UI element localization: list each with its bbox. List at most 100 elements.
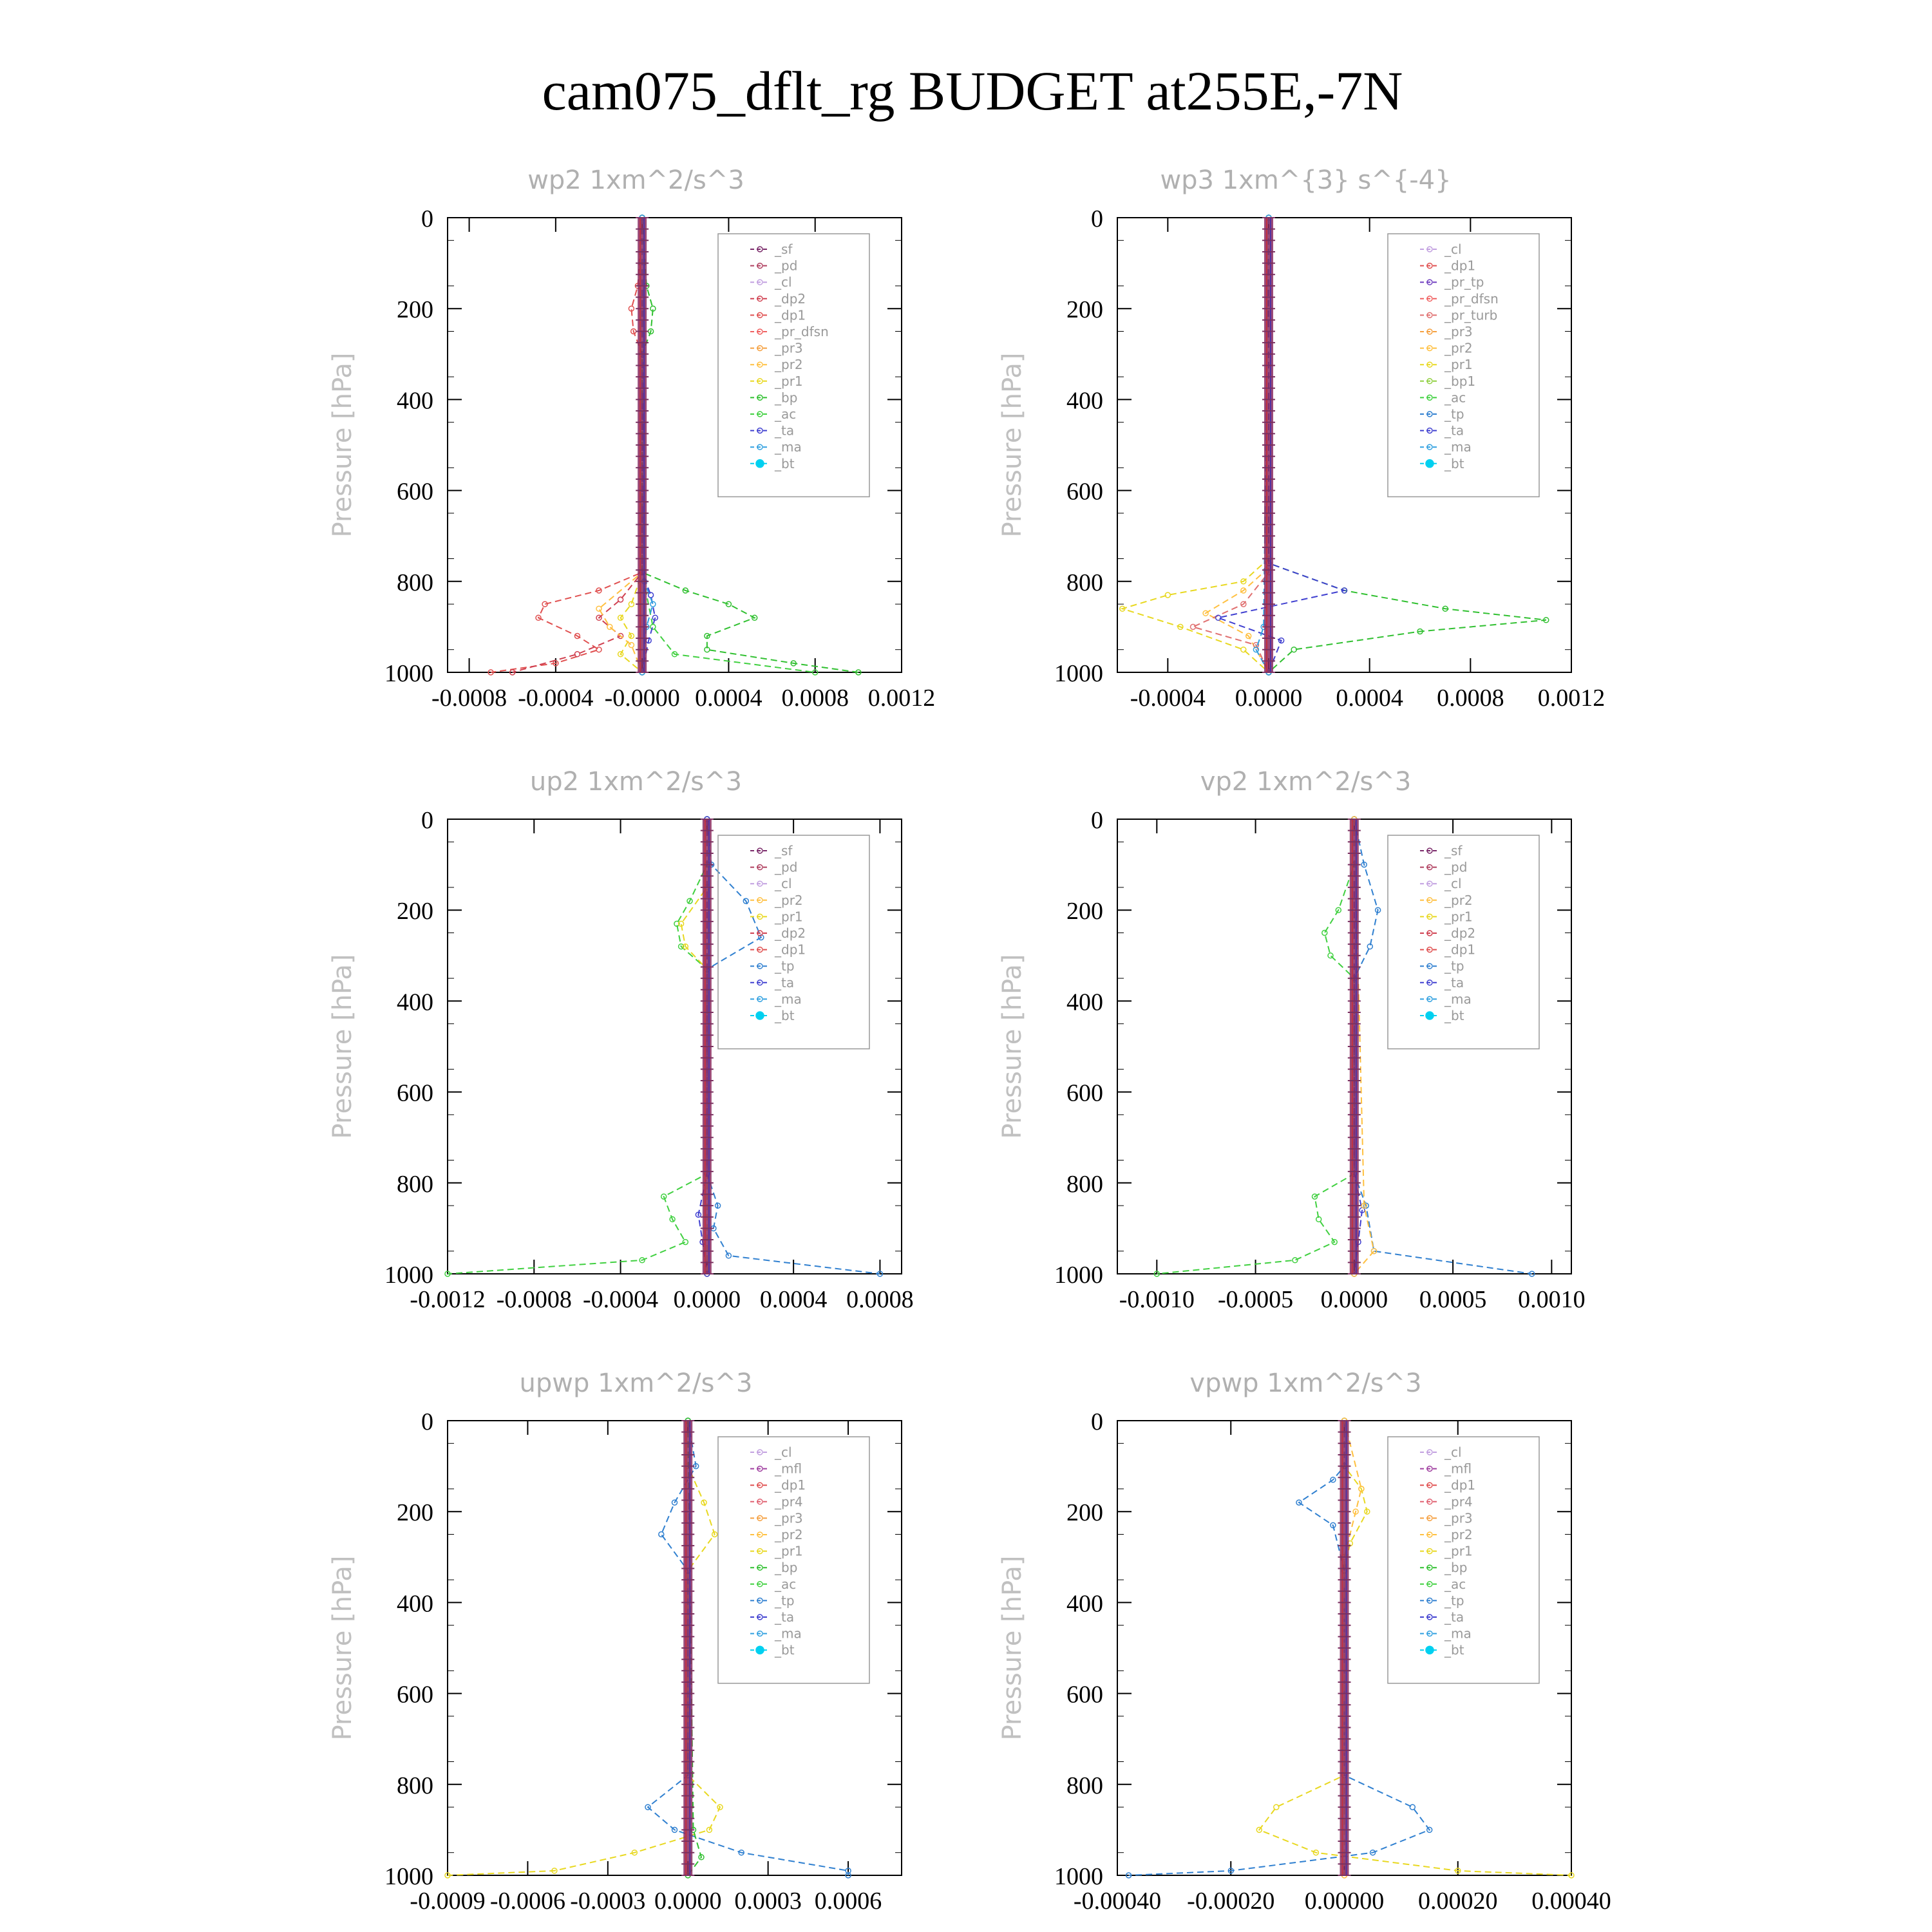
series-line-tp	[706, 819, 880, 1274]
x-tick-label: -0.0004	[583, 1286, 658, 1313]
legend-entry: _cl	[774, 876, 792, 891]
x-tick-label: 0.0004	[760, 1286, 828, 1313]
legend-entry: _pr2	[1444, 341, 1473, 356]
y-tick-label: 400	[397, 1590, 433, 1617]
chart-panel-5: upwp 1xm^2/s^3 Pressure [hPa] 0 200 400 600 80…	[328, 1368, 902, 1915]
series-point	[645, 1804, 651, 1810]
x-tick-label: -0.0009	[410, 1888, 485, 1915]
series-point	[751, 614, 758, 621]
series-point	[671, 1499, 678, 1506]
series-point	[1321, 929, 1328, 936]
legend-box	[1387, 835, 1540, 1050]
series-line-dp1	[447, 819, 708, 1274]
series-point	[628, 305, 635, 312]
series-point	[1240, 578, 1247, 585]
series-point	[639, 1257, 645, 1264]
legend-marker	[757, 897, 763, 904]
series-point	[551, 1868, 558, 1874]
series-line-tp	[1216, 218, 1347, 673]
series-line-pr1	[1120, 218, 1269, 673]
series-point	[1273, 1804, 1280, 1810]
y-tick-label: 200	[1066, 898, 1103, 925]
legend-marker	[757, 996, 763, 1003]
series-point	[596, 605, 602, 612]
legend-entry: _ma	[1444, 991, 1472, 1007]
series-point	[574, 632, 581, 639]
legend-marker	[1426, 864, 1433, 871]
legend-marker	[757, 345, 763, 352]
x-tick-label: 0.00000	[1305, 1888, 1385, 1915]
series-point	[1312, 1849, 1320, 1856]
y-axis-label: Pressure [hPa]	[328, 1556, 357, 1741]
series-point	[1153, 1271, 1160, 1277]
legend-entry: _pr1	[774, 909, 803, 924]
x-tick-label: -0.0008	[431, 685, 507, 712]
legend-entry: _pd	[1444, 860, 1467, 875]
series-line-tp	[647, 1420, 849, 1875]
legend-marker	[757, 1597, 763, 1604]
y-tick-label: 600	[397, 1080, 433, 1107]
legend-entry: _pr1	[774, 374, 803, 389]
legend-marker	[1426, 946, 1433, 953]
legend-marker	[1426, 848, 1433, 854]
series-point	[596, 614, 602, 621]
series-line-pr_turb	[1191, 218, 1269, 673]
y-tick-label: 0	[1091, 205, 1103, 232]
series-point	[1296, 1499, 1302, 1506]
y-tick-label: 200	[397, 1499, 433, 1526]
legend-marker	[757, 1548, 763, 1555]
legend-marker	[757, 963, 763, 969]
series-point	[677, 920, 685, 927]
legend-entry: _ta	[1444, 423, 1464, 439]
y-tick-label: 400	[1066, 1590, 1103, 1617]
chart-panel-2: wp3 1xm^{3} s^{-4} Pressure [hPa] 0 200 400 6…	[998, 166, 1605, 712]
x-tick-label: 0.0000	[1321, 1286, 1388, 1313]
series-point	[1189, 623, 1197, 630]
legend-marker	[1426, 296, 1433, 302]
legend-marker	[757, 1482, 763, 1488]
legend-entry: _tp	[1444, 406, 1464, 422]
x-tick-label: -0.0005	[1218, 1286, 1293, 1313]
legend-marker	[757, 411, 763, 417]
legend-entry: _bt	[774, 1642, 795, 1658]
x-tick-label: 0.0000	[654, 1888, 722, 1915]
legend-entry: _pr3	[774, 1510, 803, 1526]
series-point	[725, 1253, 732, 1259]
y-tick-label: 400	[397, 989, 433, 1016]
chart-panels: wp2 1xm^2/s^3 Pressure [hPa] 0 200 400 600 800…	[328, 166, 1611, 1915]
chart-panel-1: wp2 1xm^2/s^3 Pressure [hPa] 0 200 400 600 800…	[328, 166, 935, 712]
series-point	[1125, 1872, 1132, 1879]
legend-marker	[1426, 930, 1433, 936]
y-axis-label: Pressure [hPa]	[328, 954, 357, 1139]
legend-entry: _dp1	[1444, 258, 1475, 274]
legend-marker	[1426, 262, 1433, 269]
legend-marker	[1426, 378, 1433, 384]
series-point	[1374, 907, 1381, 913]
series-point	[738, 1849, 744, 1856]
legend-marker	[757, 848, 763, 854]
legend-marker	[1426, 913, 1433, 920]
series-line-pr2	[1343, 1420, 1362, 1875]
legend-marker	[1426, 1499, 1433, 1505]
y-tick-label: 0	[421, 807, 433, 834]
legend-entry: _ma	[774, 1626, 802, 1642]
series-point	[790, 660, 797, 667]
y-tick-label: 0	[1091, 1408, 1103, 1435]
series-point	[1369, 1849, 1376, 1856]
series-point	[1119, 605, 1126, 612]
x-tick-label: 0.0000	[1235, 685, 1303, 712]
series-group	[1119, 214, 1549, 676]
series-point	[1240, 646, 1247, 653]
series-point	[628, 641, 635, 649]
y-tick-label: 1000	[1054, 660, 1103, 687]
legend-entry: _ma	[774, 439, 802, 455]
legend-marker	[757, 1449, 763, 1455]
series-point	[658, 1531, 665, 1538]
series-line-pr2	[1353, 819, 1375, 1274]
series-point	[631, 1849, 638, 1856]
legend-entry: _pd	[774, 258, 797, 274]
series-line-bp1	[1268, 218, 1546, 673]
y-tick-label: 600	[397, 478, 433, 506]
series-point	[542, 601, 548, 607]
legend-marker	[757, 279, 763, 285]
